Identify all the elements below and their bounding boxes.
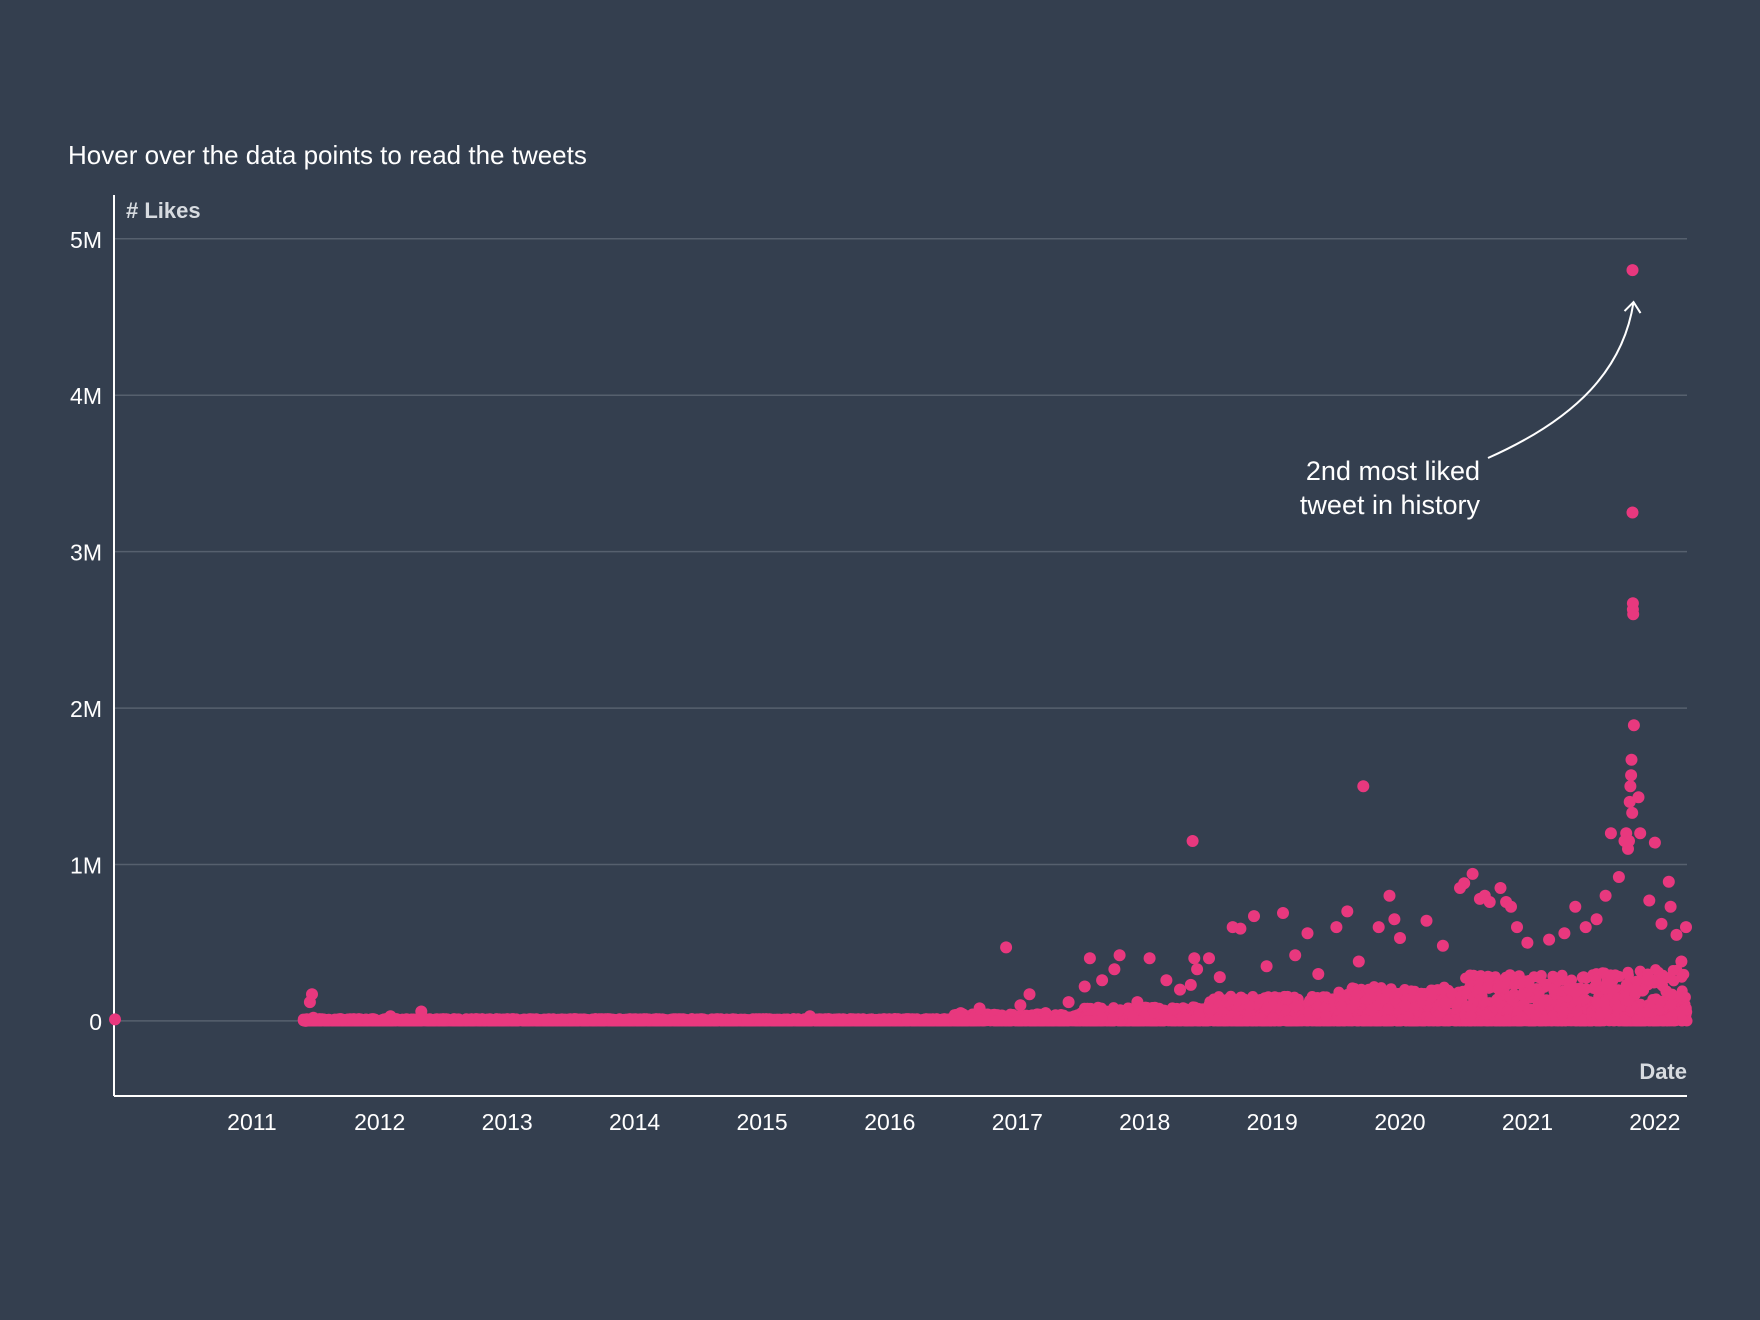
- data-point[interactable]: [908, 1015, 920, 1027]
- x-tick-label: 2018: [1119, 1109, 1170, 1135]
- y-tick-label: 3M: [70, 540, 102, 566]
- y-tick-label: 5M: [70, 227, 102, 253]
- data-point[interactable]: [623, 1015, 635, 1027]
- data-point[interactable]: [1231, 1015, 1243, 1027]
- data-point[interactable]: [403, 1015, 415, 1027]
- data-point[interactable]: [754, 1013, 766, 1025]
- data-point[interactable]: [485, 1015, 497, 1027]
- data-point[interactable]: [638, 1015, 650, 1027]
- y-tick-label: 2M: [70, 696, 102, 722]
- x-tick-label: 2013: [482, 1109, 533, 1135]
- data-point[interactable]: [1179, 1003, 1191, 1015]
- data-point[interactable]: [1306, 991, 1318, 1002]
- data-point[interactable]: [793, 1015, 805, 1027]
- data-point[interactable]: [507, 1015, 519, 1027]
- data-point[interactable]: [1282, 1015, 1294, 1027]
- data-point[interactable]: [1019, 1012, 1031, 1024]
- data-points[interactable]: [109, 264, 1693, 1027]
- x-tick-label: 2014: [609, 1109, 660, 1135]
- x-tick-label: 2020: [1374, 1109, 1425, 1135]
- data-point[interactable]: [675, 1013, 687, 1025]
- data-point[interactable]: [871, 1014, 883, 1025]
- x-tick-label: 2021: [1502, 1109, 1553, 1135]
- data-point[interactable]: [730, 1015, 742, 1027]
- data-point[interactable]: [1225, 990, 1237, 1002]
- data-point[interactable]: [853, 1015, 865, 1027]
- data-point[interactable]: [337, 1014, 349, 1026]
- data-point[interactable]: [552, 1015, 563, 1027]
- chart-subtitle: Hover over the data points to read the t…: [68, 140, 587, 170]
- data-point[interactable]: [351, 1015, 363, 1027]
- data-point[interactable]: [1081, 1015, 1093, 1027]
- data-point[interactable]: [1204, 1003, 1216, 1015]
- data-point[interactable]: [988, 1015, 1000, 1027]
- data-point[interactable]: [437, 1013, 449, 1025]
- data-point[interactable]: [1163, 1015, 1175, 1026]
- x-tick-label: 2022: [1629, 1109, 1680, 1135]
- x-tick-label: 2012: [354, 1109, 405, 1135]
- data-point[interactable]: [1238, 993, 1250, 1005]
- data-point[interactable]: [1107, 1011, 1119, 1023]
- y-tick-label: 4M: [70, 383, 102, 409]
- data-point[interactable]: [1000, 1014, 1012, 1026]
- data-point[interactable]: [1183, 1015, 1195, 1027]
- data-point[interactable]: [454, 1015, 466, 1027]
- x-tick-label: 2017: [992, 1109, 1043, 1135]
- data-point[interactable]: [1267, 1012, 1279, 1024]
- data-point[interactable]: [1029, 1014, 1041, 1026]
- data-point[interactable]: [764, 1013, 776, 1025]
- data-point[interactable]: [775, 1015, 786, 1026]
- data-point[interactable]: [587, 1015, 599, 1027]
- x-tick-label: 2015: [736, 1109, 787, 1135]
- y-tick-label: 0: [89, 1009, 102, 1035]
- data-point[interactable]: [1267, 1000, 1279, 1012]
- y-tick-label: 1M: [70, 852, 102, 878]
- data-point[interactable]: [606, 1014, 618, 1026]
- data-point[interactable]: [819, 1014, 831, 1026]
- data-point[interactable]: [538, 1013, 550, 1025]
- data-point[interactable]: [920, 1013, 932, 1025]
- data-point[interactable]: [837, 1014, 849, 1025]
- data-point[interactable]: [1302, 1006, 1314, 1018]
- x-tick-label: 2011: [227, 1109, 276, 1135]
- data-point[interactable]: [741, 1015, 753, 1027]
- x-tick-label: 2019: [1247, 1109, 1298, 1135]
- x-tick-label: 2016: [864, 1109, 915, 1135]
- data-point[interactable]: [361, 1014, 373, 1026]
- data-point[interactable]: [1242, 1015, 1253, 1027]
- tick-labels: 0 1M 2M 3M 4M 5M 2011 2012 2013 2014 2015 2016 2017 2…: [70, 227, 1680, 1135]
- data-point[interactable]: [1291, 1000, 1303, 1012]
- data-point[interactable]: [1320, 1010, 1332, 1022]
- data-point[interactable]: [887, 1014, 899, 1026]
- axes: [113, 195, 1687, 1097]
- grid-lines: [114, 238, 1687, 1022]
- data-point[interactable]: [1064, 1011, 1076, 1023]
- data-point[interactable]: [1211, 1014, 1223, 1026]
- data-point[interactable]: [715, 1015, 727, 1027]
- data-point[interactable]: [1127, 1010, 1139, 1022]
- data-point[interactable]: [691, 1013, 703, 1025]
- data-point[interactable]: [518, 1015, 530, 1027]
- data-point[interactable]: [575, 1013, 587, 1025]
- data-point[interactable]: [1281, 993, 1293, 1005]
